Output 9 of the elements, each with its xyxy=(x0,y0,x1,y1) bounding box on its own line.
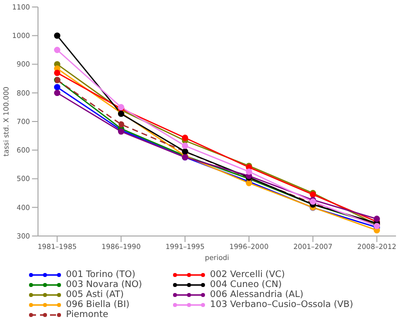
legend-label: 096 Biella (BI) xyxy=(66,300,130,310)
legend-label: 002 Vercelli (VC) xyxy=(210,270,285,280)
legend-label: 003 Novara (NO) xyxy=(66,280,142,290)
legend-label: 006 Alessandria (AL) xyxy=(210,290,304,300)
legend-label: 103 Verbano–Cusio–Ossola (VB) xyxy=(210,300,354,310)
legend-label: 004 Cuneo (CN) xyxy=(210,280,282,290)
legend-label: 001 Torino (TO) xyxy=(66,270,136,280)
legend-label: Piemonte xyxy=(66,310,108,320)
legend-label: 005 Asti (AT) xyxy=(66,290,124,300)
